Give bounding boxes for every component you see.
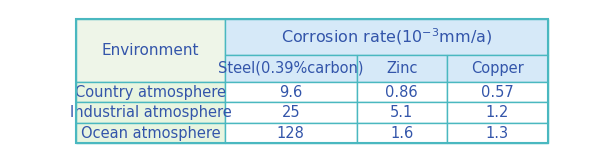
Text: Zinc: Zinc — [386, 61, 418, 76]
Bar — [225, 102, 357, 123]
Text: 5.1: 5.1 — [390, 105, 414, 120]
Bar — [357, 123, 446, 143]
Bar — [225, 123, 357, 143]
Text: Corrosion rate(10$^{-3}$mm/a): Corrosion rate(10$^{-3}$mm/a) — [281, 27, 492, 47]
Bar — [76, 102, 225, 123]
Bar — [446, 102, 548, 123]
Bar — [446, 82, 548, 102]
Bar — [76, 123, 225, 143]
Text: 1.3: 1.3 — [486, 126, 509, 141]
Bar — [225, 82, 357, 102]
Bar — [357, 82, 446, 102]
Bar — [357, 55, 446, 82]
Text: 9.6: 9.6 — [280, 85, 303, 100]
Text: Ocean atmosphere: Ocean atmosphere — [80, 126, 220, 141]
Bar — [446, 123, 548, 143]
Text: 1.6: 1.6 — [390, 126, 414, 141]
Text: 1.2: 1.2 — [485, 105, 509, 120]
Text: 0.86: 0.86 — [385, 85, 418, 100]
Bar — [225, 55, 357, 82]
Text: Steel(0.39%carbon): Steel(0.39%carbon) — [218, 61, 364, 76]
Text: 25: 25 — [281, 105, 300, 120]
Bar — [357, 102, 446, 123]
Text: 128: 128 — [277, 126, 305, 141]
Bar — [446, 55, 548, 82]
Bar — [76, 19, 225, 82]
Text: 0.57: 0.57 — [481, 85, 514, 100]
Text: Industrial atmosphere: Industrial atmosphere — [69, 105, 231, 120]
Text: Copper: Copper — [471, 61, 524, 76]
Text: Country atmosphere: Country atmosphere — [75, 85, 226, 100]
Bar — [225, 19, 548, 55]
Text: Environment: Environment — [102, 43, 199, 58]
Bar — [76, 82, 225, 102]
